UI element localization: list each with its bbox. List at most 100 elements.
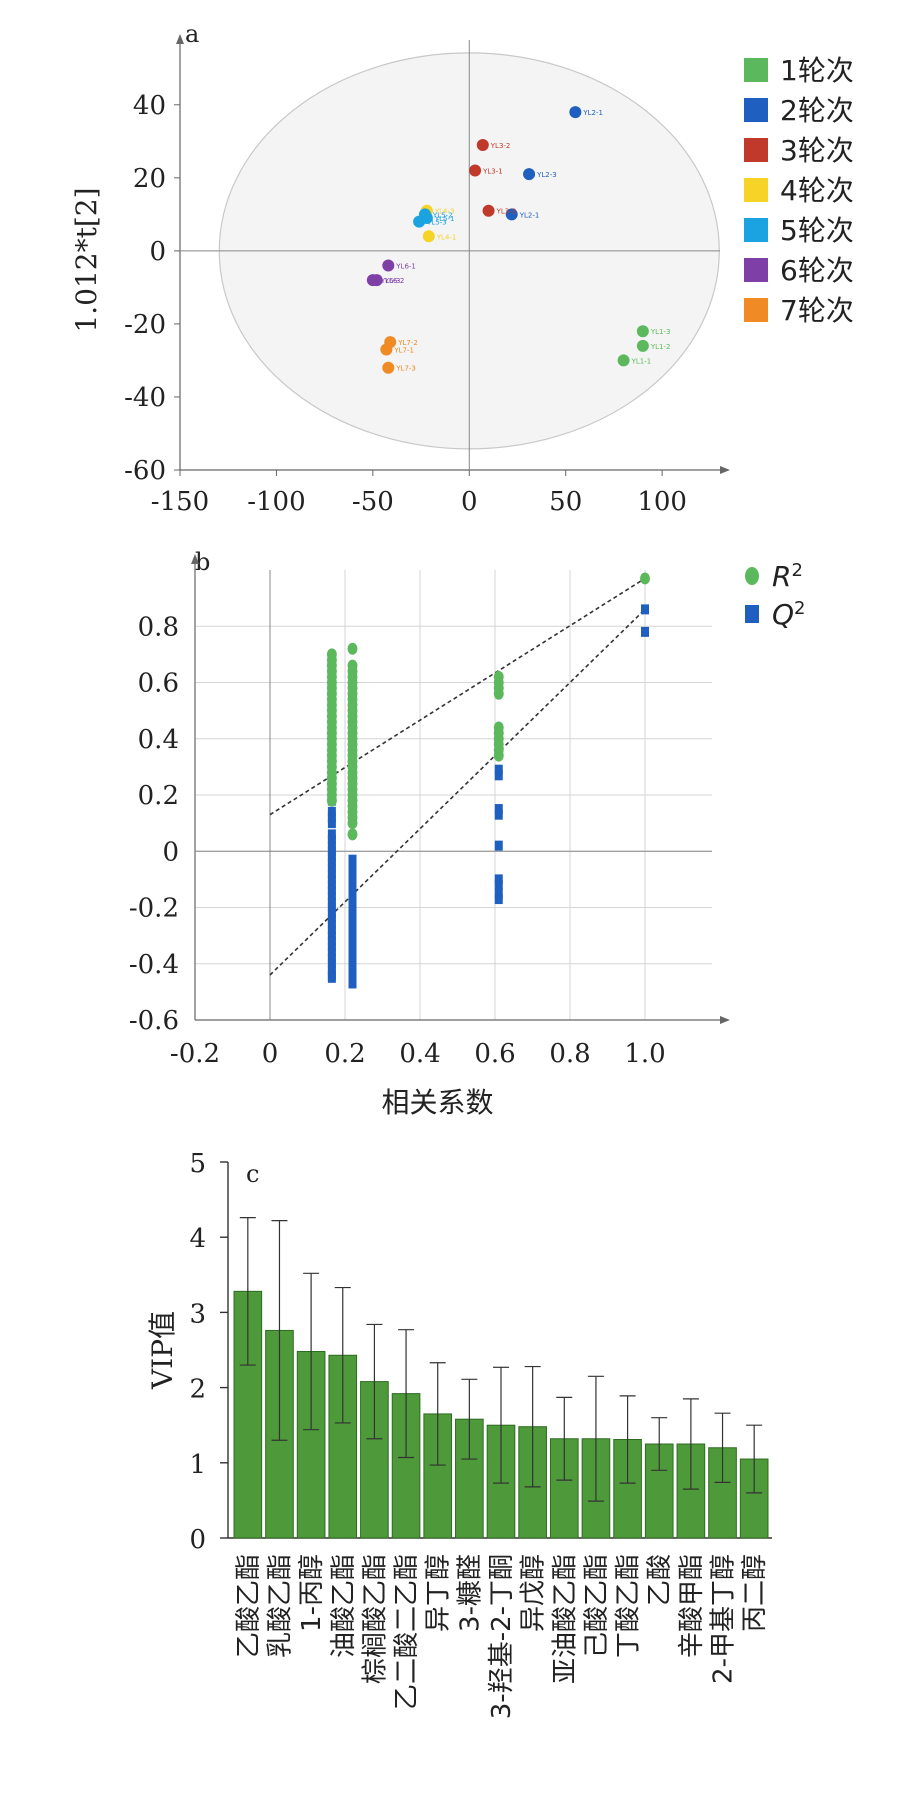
q2-point [327,964,336,975]
q2-point [327,885,336,896]
y-axis-arrow [176,34,184,44]
q2-point [641,604,649,615]
vip-bar-chart-panel: c 0 1 2 3 4 5 VIP值 乙酸乙酯 乳酸乙酯 1-丙醇 油酸乙酯 棕榈酸乙酯 乙二酸二乙酯 异丁… [0,1130,924,1804]
q2-point [348,860,357,871]
q2-point [348,955,357,966]
category-label: 3-羟基-2-丁酮 [487,1554,517,1719]
y-tick-label: 20 [133,164,166,194]
y-tick-label: -0.2 [129,894,179,924]
data-point-label: YL2-1 [582,109,603,117]
y-tick-label: 2 [189,1375,206,1405]
y-tick-label: -0.6 [129,1006,179,1036]
legend-swatch [744,218,768,242]
x-tick-label: -150 [151,487,209,517]
q2-point [494,770,503,781]
legend-label: 4轮次 [780,174,854,207]
q2-point [327,863,336,874]
q2-point [327,806,336,817]
data-point-label: YL5-1 [434,215,455,223]
data-point [569,106,582,119]
q2-point [494,764,503,775]
category-label: 棕榈酸乙酯 [360,1554,390,1684]
data-point [469,164,482,177]
data-point [505,208,518,221]
category-label: 亚油酸乙酯 [550,1554,580,1684]
legend-swatch [744,98,768,122]
q2-point [327,840,336,851]
r2-point [493,687,504,700]
data-point-label: YL7-3 [395,365,416,373]
y-tick-label: 0.4 [138,725,179,755]
q2-point [348,978,357,989]
q2-point [348,854,357,865]
permutation-test-plot: b -0.6 -0.4 -0.2 0 0.2 0.4 0.6 0.8 -0.2 0 0.2 0.4 0.6… [129,548,806,1119]
y-tick-label: 5 [189,1149,206,1179]
q2-point [327,846,336,857]
q2-point [641,626,649,637]
y-tick-label: -0.4 [129,950,179,980]
category-label: 丙二醇 [740,1554,770,1632]
data-point [476,138,489,151]
permutation-test-panel: b -0.6 -0.4 -0.2 0 0.2 0.4 0.6 0.8 -0.2 0 0.2 0.4 0.6… [0,540,924,1120]
x-tick-label: 0 [262,1039,279,1069]
q2-point [494,894,503,905]
data-point-label: YL1-2 [650,343,671,351]
data-point [420,212,433,224]
legend-label: R2 [772,560,803,593]
data-point-label: YL4-3 [434,208,455,216]
x-tick-label: -0.2 [170,1039,220,1069]
q2-point [327,812,336,823]
legend-swatch [744,58,768,82]
category-label: 异戊醇 [519,1554,549,1632]
data-point [370,274,383,287]
legend-marker [745,567,759,585]
q2-point [327,868,336,879]
legend-label: 7轮次 [780,294,854,327]
data-point [380,343,393,356]
x-tick-label: 100 [637,487,687,517]
q2-point [327,857,336,868]
data-point-label: YL1-1 [631,357,652,365]
legend-label: 2轮次 [780,94,854,127]
q2-point [327,880,336,890]
x-tick-label: -100 [247,487,305,517]
y-axis-arrow [191,554,199,564]
data-point-label: YL1-3 [650,328,671,336]
r2-point [493,749,504,762]
q2-point [348,944,357,955]
panel-letter-c: c [246,1160,259,1188]
category-label: 己酸乙酯 [582,1554,612,1658]
y-axis-title: VIP值 [146,1311,179,1390]
r2-point [640,572,650,585]
category-label: 乙酸 [645,1554,675,1606]
data-point-label: YL7-1 [393,346,414,354]
y-tick-label: 0 [189,1525,206,1555]
legend-label: 1轮次 [780,54,854,87]
x-tick-label: 0.4 [399,1039,440,1069]
q2-point [327,919,336,930]
category-label: 1-丙醇 [297,1554,327,1632]
data-point-label: YL6-2 [384,277,405,285]
q2-point [348,880,357,890]
pca-score-plot-panel: a -60 -40 -20 0 20 40 -150 -100 -50 0 50 100 1.012*t[… [0,0,924,520]
q2-point [327,908,336,919]
y-tick-label: 1 [189,1450,206,1480]
y-tick-label: 0 [149,237,166,267]
x-axis-title: 相关系数 [381,1086,493,1119]
category-label: 乙二酸二乙酯 [392,1554,422,1710]
category-label: 乙酸乙酯 [234,1554,264,1658]
x-tick-label: 1.0 [624,1039,665,1069]
q2-point [327,972,336,983]
legend-label: 3轮次 [780,134,854,167]
legend-label: Q2 [772,598,806,631]
q2-point [327,818,336,829]
panel-letter-b: b [195,548,210,576]
y-tick-label: 4 [189,1224,206,1254]
q2-point [348,964,357,975]
q2-point [348,902,357,913]
y-axis-title: 1.012*t[2] [70,187,103,332]
legend-label: 6轮次 [780,254,854,287]
q2-point [348,939,357,950]
q2-point [494,880,503,890]
